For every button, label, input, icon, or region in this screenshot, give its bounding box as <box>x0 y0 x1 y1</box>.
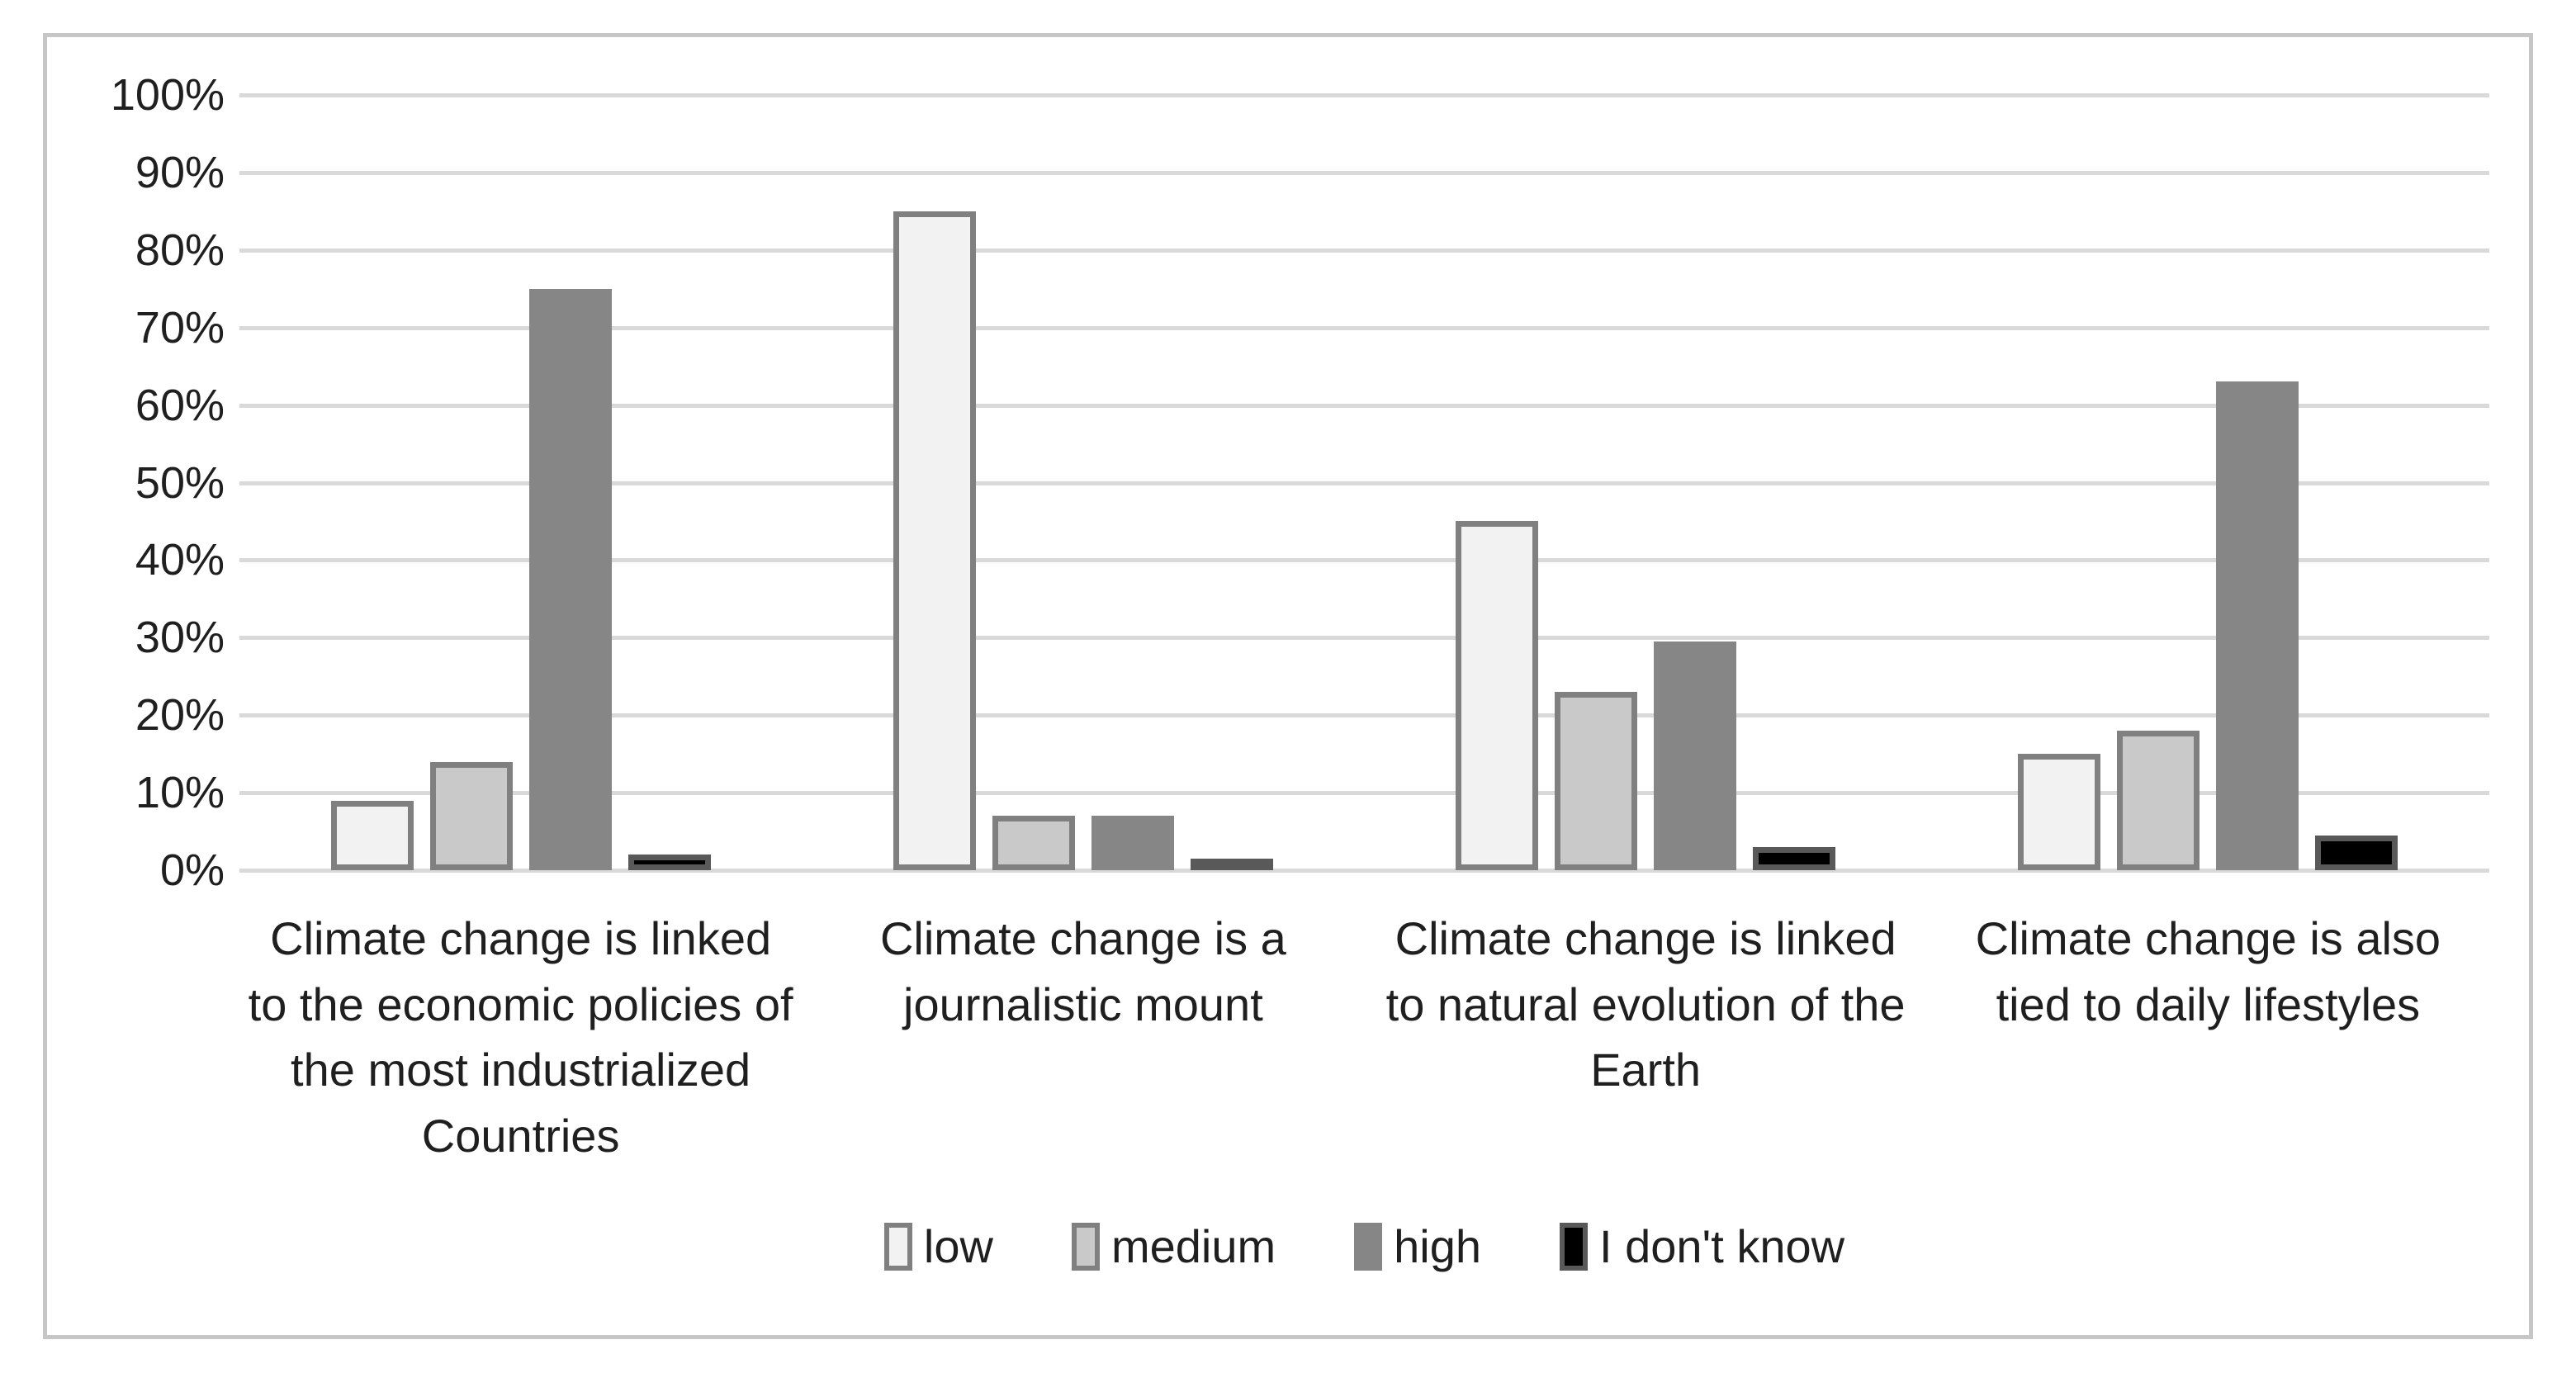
bar-high <box>1654 642 1737 870</box>
bar-i-don-t-know <box>1753 846 1836 870</box>
bar-medium <box>1555 692 1638 870</box>
bar-low <box>330 800 414 870</box>
y-axis-tick-label: 0% <box>159 845 225 895</box>
bar-medium <box>992 816 1075 870</box>
legend-swatch-i-don-t-know <box>1559 1222 1588 1271</box>
gridline <box>239 93 2489 97</box>
legend-item-high: high <box>1354 1219 1481 1273</box>
y-axis-tick-label: 70% <box>135 302 225 353</box>
bar-low <box>1456 521 1539 870</box>
gridline <box>239 325 2489 330</box>
legend-label-low: low <box>923 1220 993 1272</box>
gridline <box>239 558 2489 563</box>
legend-label-medium: medium <box>1110 1220 1276 1272</box>
gridline <box>239 248 2489 253</box>
bar-i-don-t-know <box>627 855 711 870</box>
category-label-1: Climate change is linked to the economic… <box>248 912 793 1162</box>
legend-label-i-don-t-know: I don't know <box>1598 1220 1845 1272</box>
y-axis-tick-label: 40% <box>135 535 225 585</box>
category-label-2: Climate change is a journalistic mount <box>879 912 1286 1030</box>
y-axis: 100% 90% 80% 70% 60% 50% 40% 30% 20% 10% 0% <box>47 73 225 892</box>
gridline <box>239 170 2489 175</box>
y-axis-tick-label: 10% <box>135 768 225 818</box>
bar-group-2 <box>802 95 1364 870</box>
legend: low medium high I don't know <box>239 1219 2489 1273</box>
y-axis-tick-label: 50% <box>135 457 225 508</box>
chart-frame: 100% 90% 80% 70% 60% 50% 40% 30% 20% 10% 0% Climat… <box>43 33 2533 1339</box>
y-axis-tick-label: 20% <box>135 690 225 741</box>
bar-group-4 <box>1927 95 2489 870</box>
bar-groups <box>239 95 2489 870</box>
bar-i-don-t-know <box>1190 859 1273 870</box>
bar-high <box>528 288 612 870</box>
bar-low <box>893 211 976 870</box>
gridline <box>239 481 2489 485</box>
legend-swatch-medium <box>1071 1222 1100 1271</box>
legend-item-medium: medium <box>1071 1219 1276 1273</box>
legend-item-i-don-t-know: I don't know <box>1559 1219 1845 1273</box>
gridline <box>239 636 2489 641</box>
gridline <box>239 869 2489 873</box>
gridline <box>239 403 2489 408</box>
category-label-3: Climate change is linked to natural evol… <box>1385 912 1906 1096</box>
bar-medium <box>429 761 513 870</box>
bar-low <box>2018 754 2101 870</box>
legend-swatch-low <box>883 1222 912 1271</box>
legend-item-low: low <box>883 1219 993 1273</box>
bar-high <box>1091 816 1174 870</box>
plot-area <box>239 93 2489 873</box>
y-axis-tick-label: 100% <box>110 70 225 120</box>
legend-label-high: high <box>1394 1220 1481 1272</box>
bar-medium <box>2117 730 2200 870</box>
y-axis-tick-label: 30% <box>135 613 225 663</box>
x-axis-category-labels: Climate change is linked to the economic… <box>239 906 2489 1168</box>
gridline <box>239 791 2489 796</box>
y-axis-tick-label: 60% <box>135 380 225 430</box>
bar-high <box>2216 381 2299 870</box>
bar-group-3 <box>1365 95 1927 870</box>
bar-group-1 <box>239 95 802 870</box>
legend-swatch-high <box>1354 1222 1383 1271</box>
y-axis-tick-label: 80% <box>135 225 225 275</box>
y-axis-tick-label: 90% <box>135 147 225 197</box>
bar-i-don-t-know <box>2315 835 2398 870</box>
category-label-4: Climate change is also tied to daily lif… <box>1975 912 2441 1030</box>
gridline <box>239 713 2489 718</box>
